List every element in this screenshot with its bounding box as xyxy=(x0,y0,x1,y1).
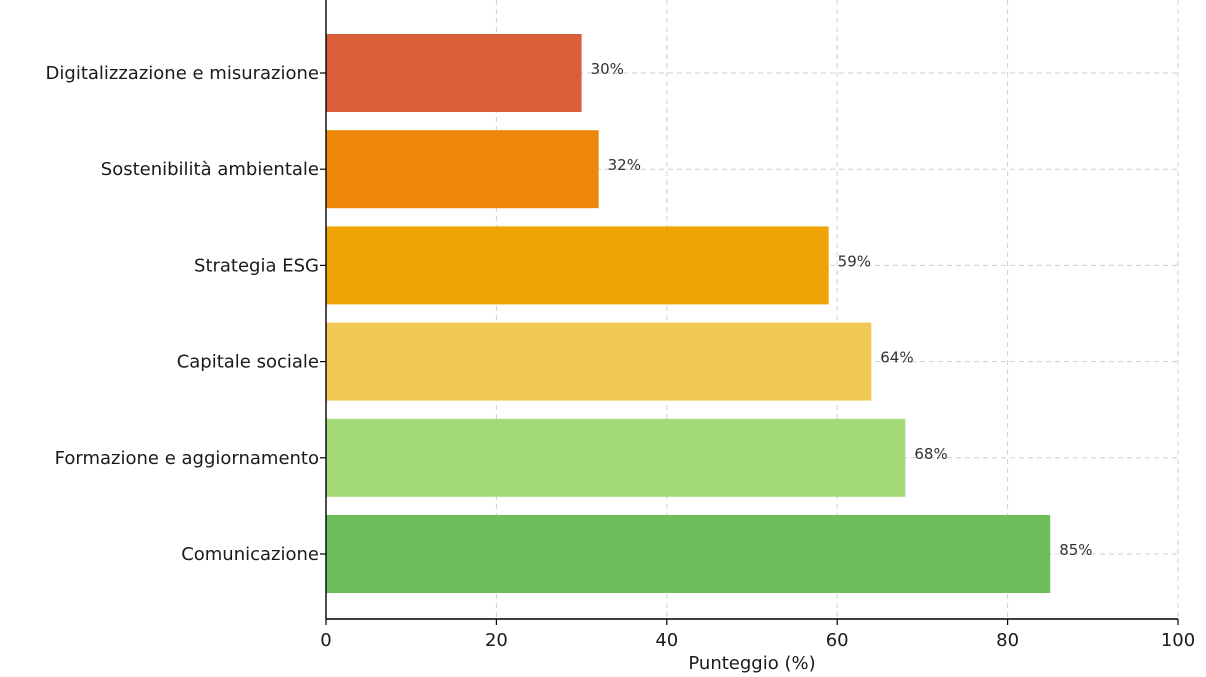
bar xyxy=(326,130,599,209)
bar xyxy=(326,322,872,401)
category-label: Formazione e aggiornamento xyxy=(55,448,319,469)
bar xyxy=(326,515,1051,593)
bar xyxy=(326,418,906,497)
x-tick-label: 0 xyxy=(320,630,331,651)
bars xyxy=(326,34,1051,593)
x-axis-title: Punteggio (%) xyxy=(688,653,815,674)
category-label: Digitalizzazione e misurazione xyxy=(46,63,319,84)
category-label: Strategia ESG xyxy=(194,255,319,276)
x-tick-label: 80 xyxy=(996,630,1019,651)
x-tick-label: 100 xyxy=(1161,630,1195,651)
value-label: 68% xyxy=(914,445,947,463)
x-tick-label: 40 xyxy=(655,630,678,651)
value-label: 64% xyxy=(880,349,913,367)
x-tick-label: 60 xyxy=(826,630,849,651)
x-tick-label: 20 xyxy=(485,630,508,651)
labels: 0 20 40 60 80 100 Digitalizzazione e misurazio… xyxy=(46,60,1196,651)
bar xyxy=(326,226,829,305)
category-label: Comunicazione xyxy=(181,544,319,565)
category-label: Sostenibilità ambientale xyxy=(101,159,319,180)
value-label: 30% xyxy=(591,60,624,78)
value-label: 59% xyxy=(838,252,871,270)
value-label: 85% xyxy=(1059,541,1092,559)
value-label: 32% xyxy=(608,156,641,174)
bar xyxy=(326,34,582,112)
category-label: Capitale sociale xyxy=(177,352,319,373)
